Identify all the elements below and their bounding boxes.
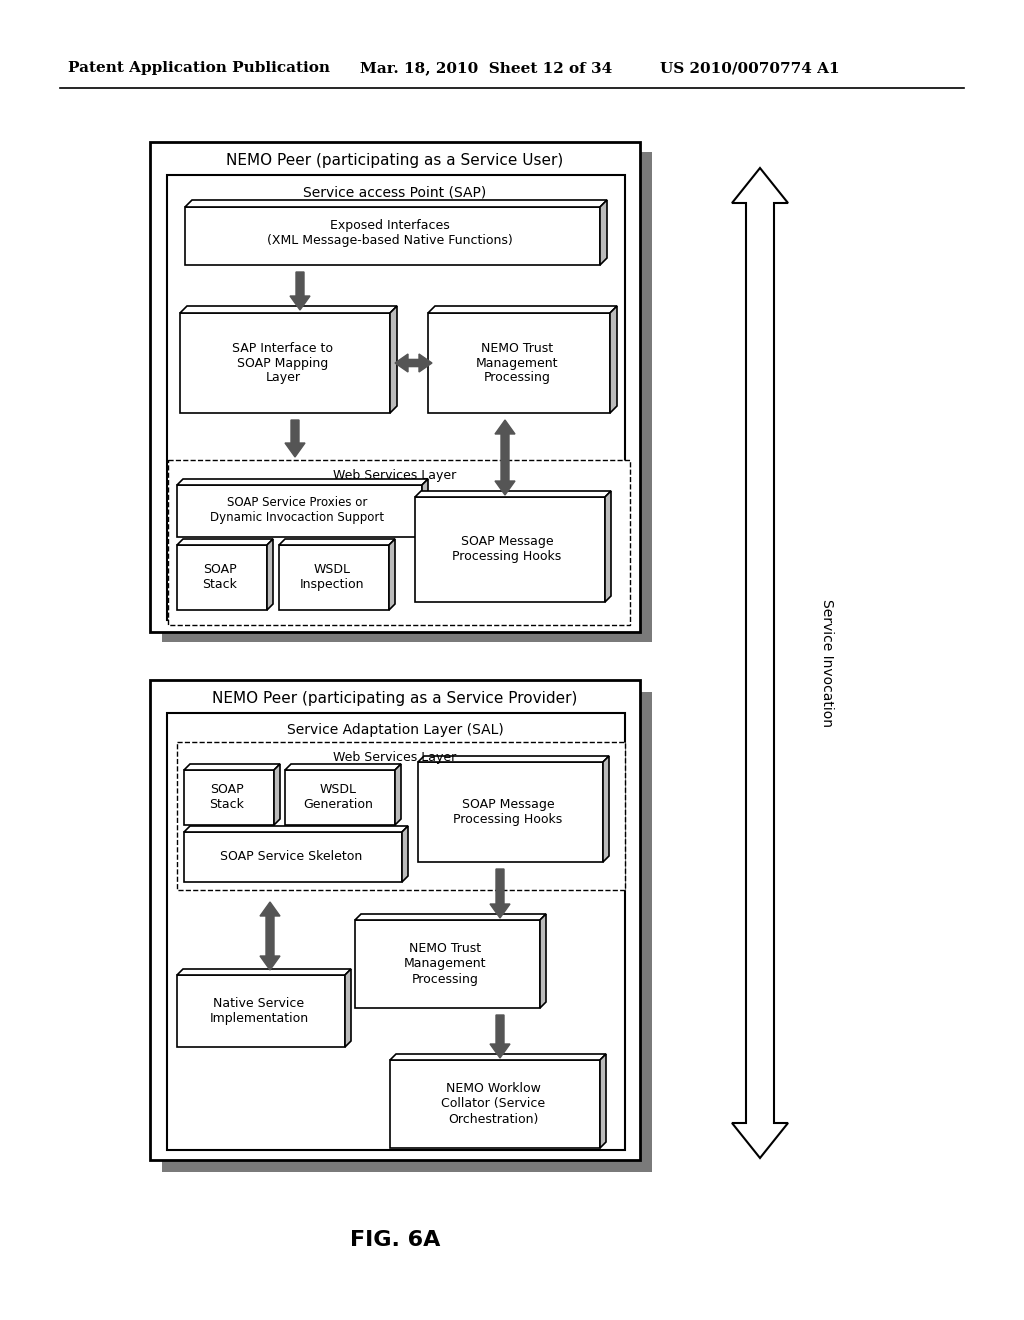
Polygon shape: [732, 168, 788, 1158]
Text: FIG. 6A: FIG. 6A: [350, 1230, 440, 1250]
Polygon shape: [180, 306, 397, 313]
Bar: [167, 176, 625, 620]
Polygon shape: [395, 354, 432, 372]
Text: NEMO Peer (participating as a Service Provider): NEMO Peer (participating as a Service Pr…: [212, 690, 578, 705]
Text: NEMO Trust
Management
Processing: NEMO Trust Management Processing: [476, 342, 558, 384]
Polygon shape: [600, 201, 607, 265]
Polygon shape: [600, 1053, 606, 1148]
Bar: [428, 313, 610, 413]
Bar: [279, 545, 389, 610]
Polygon shape: [428, 306, 617, 313]
Bar: [162, 152, 652, 642]
Bar: [390, 1060, 600, 1148]
Polygon shape: [402, 826, 408, 882]
Polygon shape: [490, 869, 510, 917]
Bar: [184, 832, 402, 882]
Polygon shape: [177, 539, 273, 545]
Polygon shape: [395, 764, 401, 825]
Text: US 2010/0070774 A1: US 2010/0070774 A1: [660, 61, 840, 75]
Text: Patent Application Publication: Patent Application Publication: [68, 61, 330, 75]
Bar: [415, 498, 605, 602]
Polygon shape: [605, 491, 611, 602]
Polygon shape: [422, 479, 428, 537]
Polygon shape: [285, 420, 305, 457]
Text: SOAP Service Proxies or
Dynamic Invocaction Support: SOAP Service Proxies or Dynamic Invocact…: [210, 496, 384, 524]
Text: SOAP
Stack: SOAP Stack: [210, 783, 245, 810]
Polygon shape: [418, 756, 609, 762]
Text: Service Adaptation Layer (SAL): Service Adaptation Layer (SAL): [287, 723, 504, 737]
Text: NEMO Trust
Management
Processing: NEMO Trust Management Processing: [403, 942, 486, 986]
Text: Native Service
Implementation: Native Service Implementation: [210, 997, 308, 1026]
Text: Web Services Layer: Web Services Layer: [334, 469, 457, 482]
Text: WSDL
Generation: WSDL Generation: [303, 783, 373, 810]
Polygon shape: [540, 913, 546, 1008]
Polygon shape: [260, 902, 280, 970]
Bar: [177, 742, 625, 890]
Text: Web Services Layer: Web Services Layer: [334, 751, 457, 763]
Text: SOAP
Stack: SOAP Stack: [203, 564, 238, 591]
Polygon shape: [177, 969, 351, 975]
Bar: [184, 770, 274, 825]
Bar: [177, 484, 422, 537]
Polygon shape: [603, 756, 609, 862]
Bar: [418, 762, 603, 862]
Polygon shape: [610, 306, 617, 413]
Polygon shape: [184, 826, 408, 832]
Text: SOAP Message
Processing Hooks: SOAP Message Processing Hooks: [453, 535, 561, 564]
Polygon shape: [177, 479, 428, 484]
Polygon shape: [274, 764, 280, 825]
Polygon shape: [415, 491, 611, 498]
Text: Service access Point (SAP): Service access Point (SAP): [303, 185, 486, 199]
Polygon shape: [495, 420, 515, 495]
Polygon shape: [355, 913, 546, 920]
Bar: [185, 207, 600, 265]
Bar: [355, 920, 540, 1008]
Bar: [162, 692, 652, 1172]
Text: NEMO Worklow
Collator (Service
Orchestration): NEMO Worklow Collator (Service Orchestra…: [441, 1082, 545, 1126]
Text: NEMO Peer (participating as a Service User): NEMO Peer (participating as a Service Us…: [226, 153, 563, 168]
Polygon shape: [185, 201, 607, 207]
Bar: [150, 680, 640, 1160]
Polygon shape: [279, 539, 395, 545]
Bar: [177, 545, 267, 610]
Text: SAP Interface to
SOAP Mapping
Layer: SAP Interface to SOAP Mapping Layer: [232, 342, 334, 384]
Bar: [150, 143, 640, 632]
Bar: [167, 713, 625, 1150]
Text: SOAP Service Skeleton: SOAP Service Skeleton: [220, 850, 362, 863]
Polygon shape: [389, 539, 395, 610]
Bar: [168, 459, 630, 624]
Polygon shape: [285, 764, 401, 770]
Bar: [177, 975, 345, 1047]
Text: SOAP Message
Processing Hooks: SOAP Message Processing Hooks: [454, 799, 562, 826]
Text: Mar. 18, 2010  Sheet 12 of 34: Mar. 18, 2010 Sheet 12 of 34: [360, 61, 612, 75]
Bar: [180, 313, 390, 413]
Polygon shape: [390, 1053, 606, 1060]
Polygon shape: [345, 969, 351, 1047]
Text: WSDL
Inspection: WSDL Inspection: [300, 564, 365, 591]
Text: Exposed Interfaces
(XML Message-based Native Functions): Exposed Interfaces (XML Message-based Na…: [267, 219, 513, 247]
Polygon shape: [290, 272, 310, 310]
Polygon shape: [267, 539, 273, 610]
Polygon shape: [490, 1015, 510, 1059]
Bar: [285, 770, 395, 825]
Text: Service Invocation: Service Invocation: [820, 599, 834, 727]
Polygon shape: [390, 306, 397, 413]
Polygon shape: [184, 764, 280, 770]
